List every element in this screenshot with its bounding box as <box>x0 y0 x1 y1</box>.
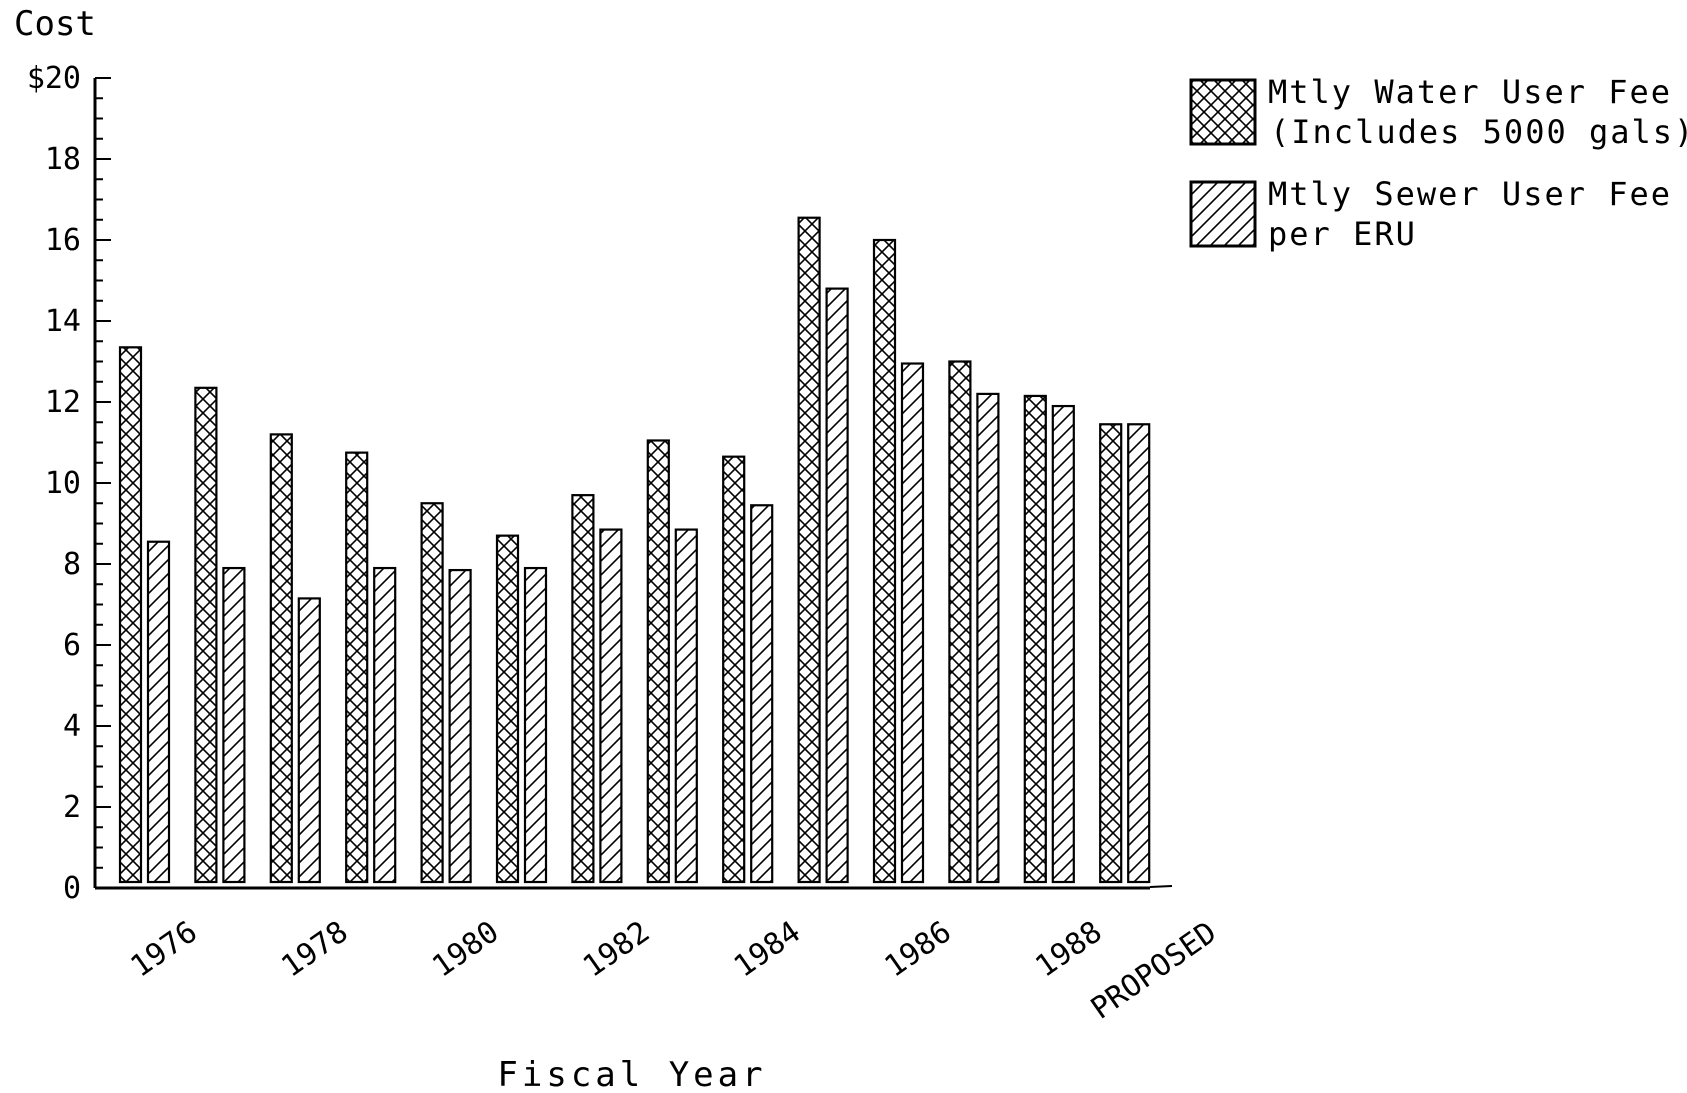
sewer-fee-bar-1988 <box>1051 404 1075 884</box>
sewer-fee-bar-1982 <box>599 528 623 884</box>
water-fee-bar-1986 <box>872 238 897 884</box>
water-fee-bar-1987 <box>948 360 972 884</box>
legend-swatch-water <box>1189 78 1257 146</box>
x-tick-label: 1984 <box>728 914 807 984</box>
x-tick-label: 1976 <box>125 914 204 984</box>
water-fee-bar-1988 <box>1023 394 1047 884</box>
y-tick-label: 8 <box>63 547 81 582</box>
y-axis: 0 2 4 6 8 10 12 14 16 18 $20 <box>27 61 111 906</box>
legend-label-sewer-line1: Mtly Sewer User Fee <box>1268 175 1672 213</box>
water-fee-bar-1984 <box>722 455 746 884</box>
legend-label-water-line2: (Includes 5000 gals) <box>1270 113 1687 151</box>
sewer-fee-bar-1984 <box>750 504 774 884</box>
y-tick-label: 4 <box>63 709 81 744</box>
sewer-fee-bar-1987 <box>976 392 1000 884</box>
sewer-fee-bar-PROPOSED <box>1127 423 1151 884</box>
x-tick-label: 1988 <box>1029 914 1108 984</box>
sewer-fee-bar-1980 <box>448 568 472 884</box>
y-tick-label: $20 <box>27 61 81 96</box>
water-fee-bar-1977 <box>194 386 218 884</box>
y-tick-label: 0 <box>63 871 81 906</box>
sewer-fee-bar-1985 <box>825 287 849 884</box>
water-fee-bar-1982 <box>571 494 595 884</box>
sewer-fee-bar-1983 <box>674 528 698 884</box>
sewer-fee-bar-1981 <box>523 566 548 884</box>
y-tick-label: 2 <box>63 790 81 825</box>
sewer-fee-bar-1979 <box>373 566 397 884</box>
y-tick-label: 16 <box>45 223 81 258</box>
sewer-fee-bar-1976 <box>146 540 171 884</box>
x-tick-label: 1978 <box>275 914 354 984</box>
y-tick-label: 6 <box>63 628 81 663</box>
y-tick-label: 18 <box>45 142 81 177</box>
water-fee-bar-1983 <box>646 439 670 884</box>
x-axis-end-mark <box>1149 885 1173 888</box>
water-fee-bar-PROPOSED <box>1099 423 1123 884</box>
x-tick-label: 1980 <box>426 914 505 984</box>
x-tick-label: 1982 <box>577 914 656 984</box>
y-tick-label: 10 <box>45 466 81 501</box>
legend: Mtly Water User Fee (Includes 5000 gals)… <box>1189 73 1687 253</box>
water-fee-bar-1985 <box>797 216 821 884</box>
legend-label-sewer-line2: per ERU <box>1268 215 1417 253</box>
water-fee-bar-1978 <box>269 433 293 884</box>
sewer-fee-bar-1977 <box>222 566 246 884</box>
bars <box>118 216 1151 884</box>
water-fee-bar-1980 <box>420 502 444 884</box>
water-fee-bar-1979 <box>345 451 369 884</box>
legend-swatch-sewer <box>1189 180 1257 248</box>
x-tick-label: PROPOSED <box>1085 915 1223 1027</box>
x-tick-label: 1986 <box>879 914 958 984</box>
legend-label-water-line1: Mtly Water User Fee <box>1268 73 1672 111</box>
y-tick-label: 12 <box>45 385 81 420</box>
sewer-fee-bar-1986 <box>900 362 925 884</box>
x-axis-label: Fiscal Year <box>497 1055 766 1093</box>
water-fee-bar-1976 <box>118 346 143 884</box>
y-axis-label: Cost <box>14 4 96 44</box>
y-tick-label: 14 <box>45 304 81 339</box>
water-fee-bar-1981 <box>495 534 520 884</box>
sewer-fee-bar-1978 <box>297 597 321 884</box>
